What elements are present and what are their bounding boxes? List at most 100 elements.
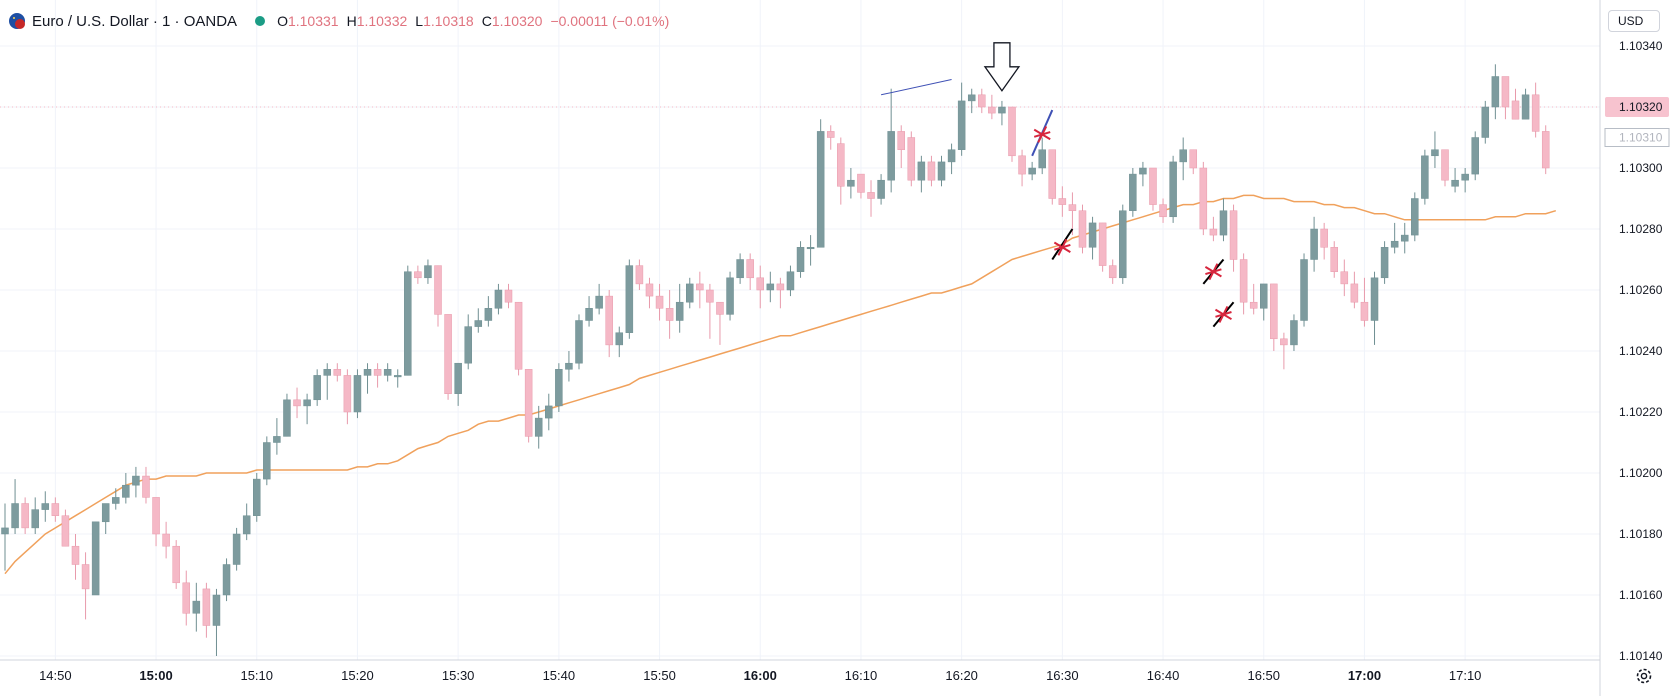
candle-up	[686, 277, 694, 309]
candle-body	[1280, 338, 1288, 346]
candle-down	[162, 521, 170, 559]
candle-down	[21, 497, 29, 534]
candle-body	[202, 588, 211, 626]
candle-down	[1068, 192, 1077, 236]
candle-body	[756, 277, 764, 291]
candle-body	[434, 265, 442, 315]
candle-body	[1380, 247, 1389, 279]
candle-down	[635, 259, 644, 290]
candle-up	[1400, 222, 1409, 254]
candle-body	[383, 369, 392, 376]
candle-body	[1481, 106, 1490, 138]
candle-up	[484, 296, 493, 327]
candle-up	[565, 351, 573, 382]
candle-body	[746, 259, 754, 279]
settings-gear-icon[interactable]	[1634, 666, 1654, 686]
candle-body	[343, 375, 352, 413]
candle-down	[1441, 149, 1449, 187]
candle-up	[1461, 168, 1469, 193]
ohlc-open: O1.10331	[277, 13, 339, 29]
candle-body	[1249, 301, 1258, 309]
candle-down	[434, 265, 442, 327]
candle-body	[303, 399, 311, 407]
candle-body	[474, 320, 483, 327]
candle-down	[988, 94, 996, 120]
candle-down	[1249, 283, 1258, 315]
candle-body	[232, 533, 241, 565]
candle-down	[1058, 186, 1067, 217]
candle-body	[494, 289, 503, 309]
candle-up	[323, 363, 331, 400]
candle-body	[796, 247, 805, 272]
current-price-label: 1.10320	[1619, 100, 1663, 114]
candle-body	[545, 405, 553, 419]
candle-down	[343, 369, 352, 425]
candle-body	[706, 289, 714, 303]
candle-up	[1, 503, 9, 571]
candle-up	[263, 436, 271, 486]
candle-up	[585, 296, 593, 327]
candle-down	[1199, 161, 1208, 236]
candle-body	[11, 503, 19, 529]
candle-down	[524, 369, 533, 443]
candle-body	[61, 515, 70, 547]
cross-line	[1215, 311, 1232, 318]
candle-body	[454, 362, 462, 394]
candle-body	[1018, 155, 1026, 175]
candle-up	[1038, 137, 1046, 175]
candle-body	[363, 369, 372, 376]
candle-body	[1421, 155, 1429, 199]
candle-up	[595, 283, 603, 315]
candle-down	[1018, 149, 1026, 187]
candle-body	[283, 399, 291, 437]
candle-down	[1320, 222, 1328, 260]
candle-body	[1511, 100, 1520, 120]
cross-line	[1054, 243, 1071, 251]
candle-down	[978, 88, 986, 114]
candle-down	[202, 582, 211, 638]
candle-body	[333, 369, 342, 376]
candle-down	[1531, 82, 1540, 138]
current-price-badge	[1605, 97, 1669, 117]
symbol-title[interactable]: Euro / U.S. Dollar · 1 · OANDA	[32, 12, 238, 30]
candle-down	[1270, 283, 1278, 351]
currency-selector[interactable]: USD	[1608, 10, 1660, 32]
candle-down	[716, 301, 724, 345]
candle-up	[122, 473, 130, 504]
candle-body	[71, 545, 80, 565]
cross-stroke	[1051, 228, 1074, 261]
candle-down	[1078, 204, 1087, 254]
candle-up	[393, 369, 402, 388]
candle-body	[1390, 240, 1399, 248]
candle-body	[1471, 137, 1479, 175]
candle-up	[464, 314, 472, 370]
candle-body	[1088, 222, 1097, 248]
candle-up	[1481, 100, 1490, 144]
euro-dollar-flag-icon	[9, 13, 25, 29]
candle-body	[1149, 167, 1157, 205]
candle-up	[363, 363, 372, 394]
candle-up	[957, 82, 966, 156]
ohlc-high: H1.10332	[347, 13, 408, 29]
candle-up	[212, 588, 221, 656]
candle-up	[353, 369, 362, 419]
candle-body	[897, 131, 905, 150]
candle-body	[1411, 198, 1419, 236]
candle-down	[1501, 76, 1510, 120]
time-tick-label: 14:50	[39, 668, 72, 683]
candle-up	[1471, 131, 1479, 181]
candle-body	[1119, 210, 1127, 279]
price-tick-label: 1.10220	[1619, 405, 1663, 419]
candle-body	[101, 503, 110, 523]
candle-up	[1390, 222, 1399, 254]
candle-body	[645, 283, 654, 297]
candle-body	[1260, 283, 1268, 309]
ohlc-close: C1.10320	[482, 13, 543, 29]
time-tick-label: 15:50	[643, 668, 676, 683]
candle-body	[957, 100, 966, 150]
candle-body	[917, 161, 926, 181]
time-tick-label: 15:30	[442, 668, 475, 683]
time-tick-label: 16:30	[1046, 668, 1079, 683]
